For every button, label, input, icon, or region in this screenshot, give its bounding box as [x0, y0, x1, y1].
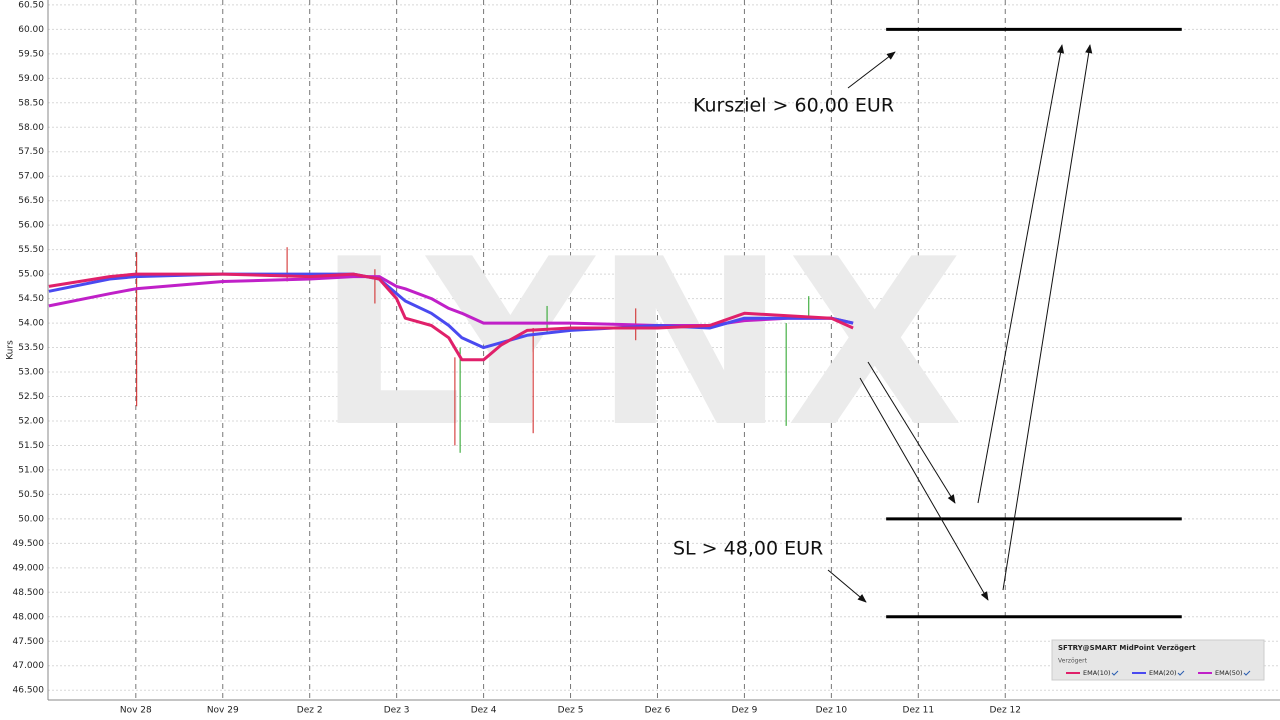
y-tick-label: 54.00	[18, 319, 44, 329]
legend-check	[1177, 670, 1185, 676]
plot-area	[48, 0, 1280, 700]
y-tick-label: 58.00	[18, 123, 44, 133]
y-tick-label: 51.00	[18, 465, 44, 475]
x-tick-label: Dez 2	[297, 706, 323, 716]
legend-box	[1051, 639, 1265, 681]
y-tick-label: 58.50	[18, 98, 44, 108]
legend-check	[1111, 670, 1119, 676]
legend: SFTRY@SMART MidPoint Verzögert Verzögert…	[1051, 639, 1265, 681]
y-tick-label: 55.00	[18, 270, 44, 280]
x-tick-label: Dez 9	[732, 706, 758, 716]
watermark: LYNX	[316, 211, 963, 478]
y-tick-label: 53.00	[18, 368, 44, 378]
x-tick-label: Dez 6	[645, 706, 671, 716]
y-tick-label: 47.000	[13, 661, 45, 671]
x-tick-label: Nov 29	[207, 706, 239, 716]
legend-title: SFTRY@SMART MidPoint Verzögert	[1058, 644, 1196, 652]
y-tick-label: 49.500	[13, 539, 45, 549]
legend-subtitle: Verzögert	[1058, 658, 1088, 665]
y-tick-label: 60.50	[18, 0, 44, 10]
legend-check	[1243, 670, 1251, 676]
legend-label: EMA(50)	[1215, 669, 1243, 677]
x-tick-label: Dez 11	[903, 706, 935, 716]
y-tick-label: 54.50	[18, 294, 44, 304]
y-tick-label: 51.50	[18, 441, 44, 451]
y-tick-label: 46.500	[13, 686, 45, 696]
y-tick-label: 49.000	[13, 563, 45, 573]
y-tick-label: 57.00	[18, 172, 44, 182]
y-tick-label: 50.00	[18, 514, 44, 524]
y-tick-label: 53.50	[18, 343, 44, 353]
y-tick-label: 52.00	[18, 416, 44, 426]
x-tick-label: Dez 12	[989, 706, 1021, 716]
x-tick-label: Dez 10	[816, 706, 848, 716]
y-tick-label: 59.50	[18, 49, 44, 59]
y-tick-label: 47.500	[13, 637, 45, 647]
y-tick-label: 56.50	[18, 196, 44, 206]
y-tick-label: 55.50	[18, 245, 44, 255]
y-tick-label: 50.50	[18, 490, 44, 500]
ema-line	[48, 272, 854, 362]
y-tick-label: 60.00	[18, 25, 44, 35]
y-axis-label: Kurs	[6, 340, 16, 360]
y-tick-label: 59.00	[18, 74, 44, 84]
x-tick-label: Dez 5	[558, 706, 584, 716]
legend-label: EMA(20)	[1149, 669, 1177, 677]
legend-label: EMA(10)	[1083, 669, 1111, 677]
y-tick-label: 48.500	[13, 588, 45, 598]
y-tick-label: 48.000	[13, 612, 45, 622]
annotation: Kursziel > 60,00 EUR	[693, 95, 894, 117]
y-tick-label: 52.50	[18, 392, 44, 402]
y-tick-label: 57.50	[18, 147, 44, 157]
x-tick-label: Dez 4	[471, 706, 497, 716]
annotation: SL > 48,00 EUR	[673, 538, 823, 560]
arrows	[827, 44, 1093, 603]
x-tick-label: Dez 3	[384, 706, 410, 716]
y-tick-label: 56.00	[18, 221, 44, 231]
x-tick-label: Nov 28	[120, 706, 152, 716]
